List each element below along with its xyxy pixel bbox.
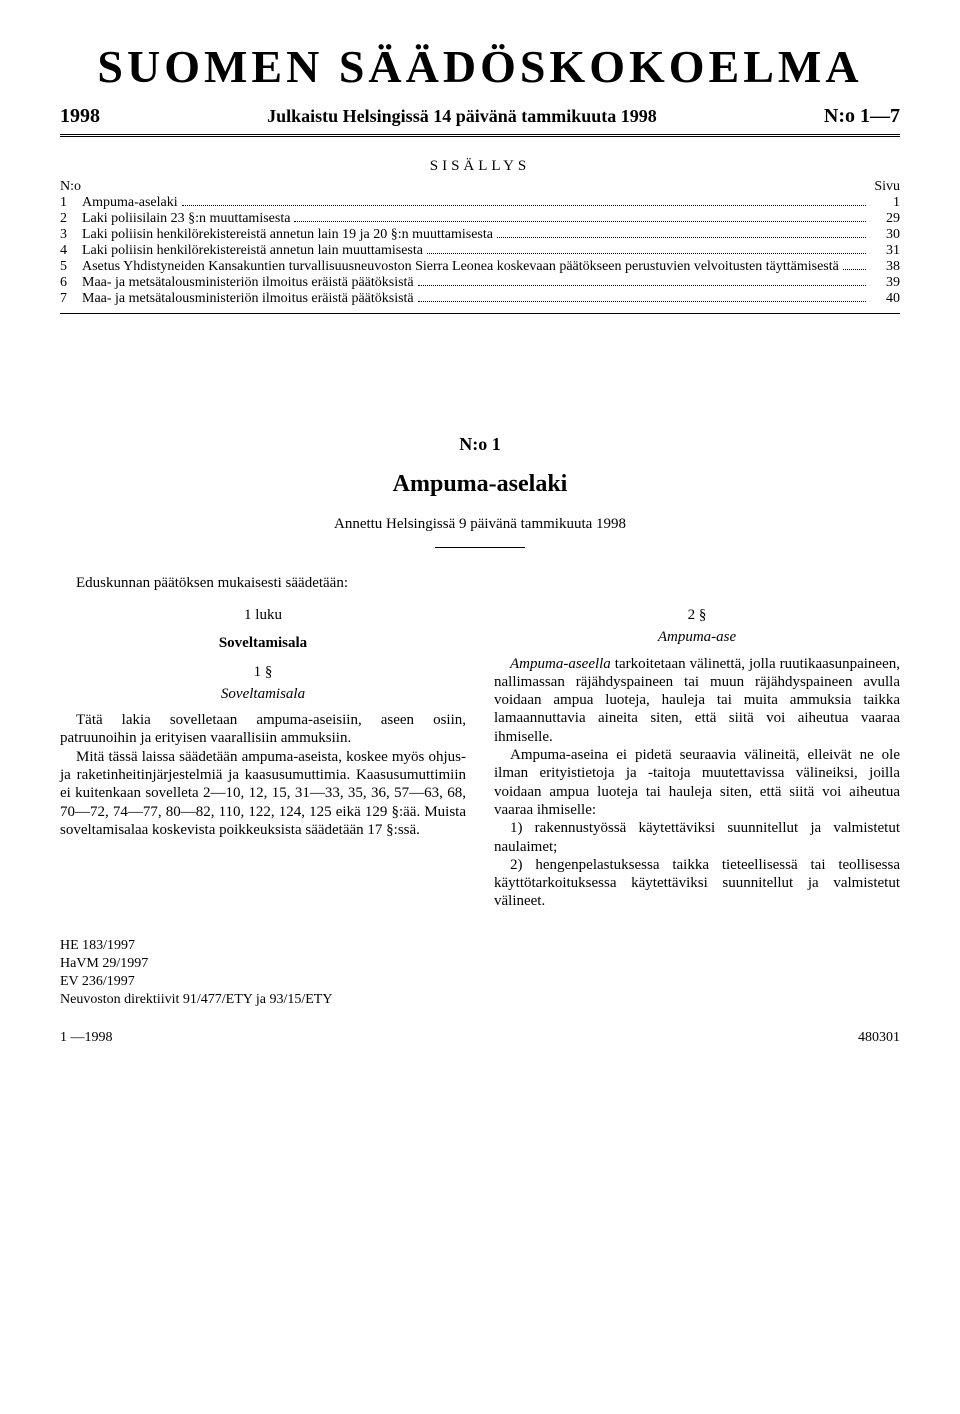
toc-item-title: Asetus Yhdistyneiden Kansakuntien turval… (82, 259, 870, 275)
toc-item-page: 30 (870, 227, 900, 243)
toc-item-page: 31 (870, 243, 900, 259)
paragraph: Tätä lakia sovelletaan ampuma-aseisiin, … (60, 711, 466, 748)
toc-item-page: 38 (870, 259, 900, 275)
term-italic: Ampuma-aseella (510, 656, 611, 672)
issue-number: N:o 1—7 (824, 105, 900, 128)
print-id: 480301 (858, 1030, 900, 1046)
toc-col-num: N:o (60, 179, 82, 195)
footer-bottom: 1 —1998 480301 (60, 1030, 900, 1046)
toc-item-number: 3 (60, 227, 82, 243)
act-title: Ampuma-aselaki (60, 471, 900, 498)
sheet-number: 1 —1998 (60, 1030, 113, 1046)
section-number: 2 § (494, 606, 900, 624)
left-column: 1 luku Soveltamisala 1 § Soveltamisala T… (60, 606, 466, 911)
subtitle-row: 1998 Julkaistu Helsingissä 14 päivänä ta… (60, 105, 900, 128)
date-rule (435, 547, 525, 548)
toc-row: 2Laki poliisilain 23 §:n muuttamisesta29 (60, 211, 900, 227)
toc-col-page: Sivu (870, 179, 900, 195)
toc-item-page: 29 (870, 211, 900, 227)
publication-title: SUOMEN SÄÄDÖSKOKOELMA (60, 40, 900, 93)
paragraph: 2) hengenpelastuksessa taikka tieteellis… (494, 856, 900, 911)
toc-row: 3Laki poliisin henkilörekistereistä anne… (60, 227, 900, 243)
chapter-title: Soveltamisala (60, 634, 466, 652)
toc-item-page: 40 (870, 291, 900, 307)
toc-row: 5Asetus Yhdistyneiden Kansakuntien turva… (60, 259, 900, 275)
toc-row: 4Laki poliisin henkilörekistereistä anne… (60, 243, 900, 259)
body-columns: 1 luku Soveltamisala 1 § Soveltamisala T… (60, 606, 900, 911)
toc-row: 1Ampuma-aselaki1 (60, 195, 900, 211)
preamble: Eduskunnan päätöksen mukaisesti säädetää… (60, 575, 900, 592)
section-name: Soveltamisala (60, 685, 466, 703)
footer-references: HE 183/1997 HaVM 29/1997 EV 236/1997 Neu… (60, 937, 900, 1010)
chapter-number: 1 luku (60, 606, 466, 624)
toc-item-page: 39 (870, 275, 900, 291)
toc-item-number: 5 (60, 259, 82, 275)
footer-ref: HE 183/1997 (60, 937, 900, 955)
footer-ref: Neuvoston direktiivit 91/477/ETY ja 93/1… (60, 991, 900, 1009)
toc-table: N:o Sivu 1Ampuma-aselaki12Laki poliisila… (60, 179, 900, 307)
act-number: N:o 1 (60, 434, 900, 455)
paragraph: 1) rakennustyössä käytettäviksi suunnite… (494, 819, 900, 856)
toc-item-number: 4 (60, 243, 82, 259)
toc-item-title: Laki poliisin henkilörekistereistä annet… (82, 243, 870, 259)
paragraph: Ampuma-aseina ei pidetä seuraavia väline… (494, 746, 900, 819)
year: 1998 (60, 105, 100, 128)
toc-item-number: 2 (60, 211, 82, 227)
toc-row: 6Maa- ja metsätalousministeriön ilmoitus… (60, 275, 900, 291)
toc-item-title: Maa- ja metsätalousministeriön ilmoitus … (82, 291, 870, 307)
act-date: Annettu Helsingissä 9 päivänä tammikuuta… (60, 516, 900, 533)
toc-item-number: 6 (60, 275, 82, 291)
toc-divider (60, 313, 900, 314)
toc-item-title: Maa- ja metsätalousministeriön ilmoitus … (82, 275, 870, 291)
footer-ref: EV 236/1997 (60, 973, 900, 991)
toc-heading: SISÄLLYS (60, 158, 900, 175)
section-number: 1 § (60, 663, 466, 681)
header-rule (60, 134, 900, 138)
toc-item-title: Ampuma-aselaki (82, 195, 870, 211)
toc-item-page: 1 (870, 195, 900, 211)
toc-header-row: N:o Sivu (60, 179, 900, 195)
published-line: Julkaistu Helsingissä 14 päivänä tammiku… (267, 106, 657, 127)
toc-item-title: Laki poliisin henkilörekistereistä annet… (82, 227, 870, 243)
footer-ref: HaVM 29/1997 (60, 955, 900, 973)
toc-item-title: Laki poliisilain 23 §:n muuttamisesta (82, 211, 870, 227)
paragraph: Mitä tässä laissa säädetään ampuma-aseis… (60, 748, 466, 839)
right-column: 2 § Ampuma-ase Ampuma-aseella tarkoiteta… (494, 606, 900, 911)
section-name: Ampuma-ase (494, 628, 900, 646)
toc-item-number: 7 (60, 291, 82, 307)
toc-row: 7Maa- ja metsätalousministeriön ilmoitus… (60, 291, 900, 307)
paragraph: Ampuma-aseella tarkoitetaan välinettä, j… (494, 655, 900, 746)
toc-item-number: 1 (60, 195, 82, 211)
